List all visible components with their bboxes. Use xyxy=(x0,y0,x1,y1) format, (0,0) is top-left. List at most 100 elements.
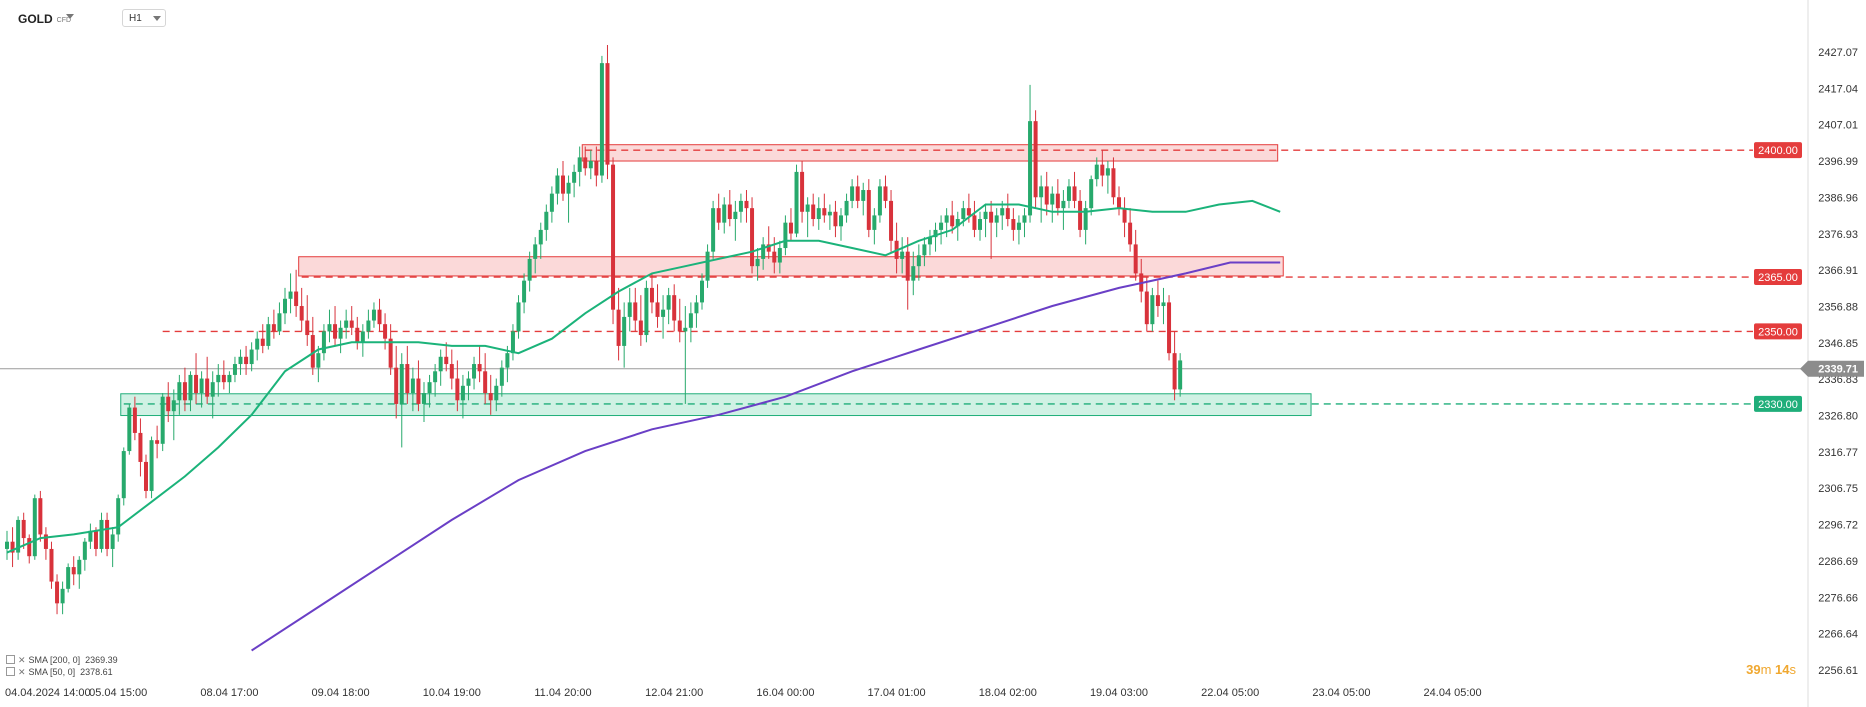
candle-body xyxy=(499,367,504,386)
y-tick-label: 2326.80 xyxy=(1818,411,1858,423)
candle-body xyxy=(1028,121,1033,216)
candle-body xyxy=(711,208,716,252)
candle-body xyxy=(694,302,699,314)
candle-body xyxy=(1117,197,1121,209)
candle-body xyxy=(160,396,165,444)
candle-body xyxy=(872,215,877,230)
candle-body xyxy=(88,530,93,542)
candle-body xyxy=(1000,208,1005,216)
candle-body xyxy=(994,215,999,223)
candle-body xyxy=(939,222,944,230)
candle-body xyxy=(121,451,126,499)
candle-body xyxy=(627,302,632,317)
candle-body xyxy=(66,567,71,589)
x-tick-label: 09.04 18:00 xyxy=(312,687,370,699)
candle-body xyxy=(861,190,866,201)
candle-body xyxy=(460,385,465,401)
candle-body xyxy=(449,364,454,379)
candle-body xyxy=(105,519,110,549)
candle-body xyxy=(1133,244,1138,274)
timeframe-dropdown-icon xyxy=(153,16,161,21)
candle-body xyxy=(310,335,315,368)
candle-body xyxy=(299,306,304,321)
candle-body xyxy=(149,440,154,491)
candle-body xyxy=(1172,353,1177,390)
candle-body xyxy=(483,371,488,394)
candle-body xyxy=(905,251,910,281)
level-price-text: 2330.00 xyxy=(1758,399,1798,411)
x-tick-label: 23.04 05:00 xyxy=(1312,687,1370,699)
candle-body xyxy=(616,309,621,346)
candle-body xyxy=(811,204,816,220)
candle-body xyxy=(911,266,916,281)
candle-body xyxy=(188,374,193,401)
y-tick-label: 2396.99 xyxy=(1818,156,1858,168)
candle-body xyxy=(144,461,148,491)
instrument-type: CFD xyxy=(56,17,72,24)
candle-body xyxy=(727,204,732,220)
candle-body xyxy=(761,244,766,259)
candle-body xyxy=(772,251,777,263)
candle-body xyxy=(1100,164,1105,176)
candle-body xyxy=(1155,295,1160,307)
candle-body xyxy=(672,295,677,321)
candle-body xyxy=(238,356,243,365)
candle-body xyxy=(533,244,538,259)
candle-body xyxy=(338,327,343,339)
candle-body xyxy=(494,385,499,401)
x-tick-label: 08.04 17:00 xyxy=(200,687,258,699)
candle-body xyxy=(705,251,710,281)
candle-body xyxy=(555,175,560,194)
symbol-dropdown-icon[interactable] xyxy=(66,14,74,19)
timeframe-selector[interactable]: H1 xyxy=(122,9,166,27)
close-icon[interactable]: ✕ xyxy=(18,667,26,677)
candle-body xyxy=(455,378,460,401)
timeframe-label: H1 xyxy=(129,13,142,24)
indicator-legend-sma50[interactable]: ✕ SMA [50, 0] 2378.61 xyxy=(6,667,113,678)
symbol-selector[interactable]: GOLD CFD xyxy=(18,12,71,26)
candle-body xyxy=(605,63,610,165)
candle-body xyxy=(266,324,271,346)
candle-body xyxy=(900,251,905,259)
candle-body xyxy=(933,229,938,238)
close-icon[interactable]: ✕ xyxy=(18,655,26,665)
candle-body xyxy=(127,407,132,452)
y-axis: 2427.07 2417.04 2407.01 2396.99 2386.96 2376.… xyxy=(1818,47,1858,677)
indicator-settings-icon[interactable] xyxy=(6,655,15,664)
candle-body xyxy=(755,258,760,267)
countdown-seconds-unit: s xyxy=(1789,662,1797,677)
candle-body xyxy=(171,400,176,412)
candle-body xyxy=(816,208,821,220)
candle-body xyxy=(950,215,955,227)
candle-body xyxy=(527,258,532,281)
candle-body xyxy=(1150,295,1155,325)
candle-body xyxy=(549,193,554,212)
candle-body xyxy=(444,356,449,365)
candle-body xyxy=(55,581,60,604)
candle-body xyxy=(700,280,704,303)
candle-body xyxy=(166,396,171,412)
candle-body xyxy=(510,331,515,354)
candle-body xyxy=(1066,186,1071,201)
candle-body xyxy=(194,374,199,394)
candle-body xyxy=(271,324,276,332)
candle-body xyxy=(355,327,360,343)
candle-body xyxy=(294,291,299,307)
candle-body xyxy=(249,349,254,365)
candle-body xyxy=(377,309,382,325)
candle-body xyxy=(972,215,977,230)
indicator-settings-icon[interactable] xyxy=(6,667,15,676)
y-tick-label: 2256.61 xyxy=(1818,665,1858,677)
candle-body xyxy=(655,302,660,317)
candle-body xyxy=(638,320,643,336)
countdown-minutes-unit: m xyxy=(1760,662,1772,677)
countdown-minutes: 39 xyxy=(1746,662,1761,677)
indicator-legend-sma200[interactable]: ✕ SMA [200, 0] 2369.39 xyxy=(6,655,118,666)
candle-body xyxy=(438,356,443,372)
candle-body xyxy=(82,541,87,560)
candle-body xyxy=(260,338,265,346)
candle-body xyxy=(983,211,988,220)
candle-body xyxy=(221,374,226,383)
